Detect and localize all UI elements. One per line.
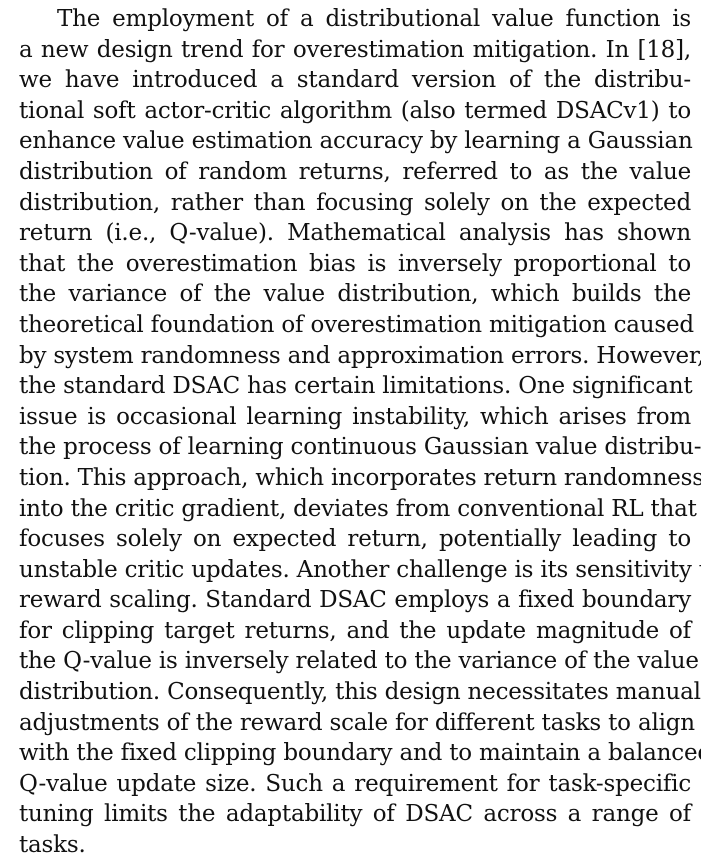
text-line-21: for clipping target returns, and the upd… xyxy=(19,617,691,644)
text-line-27: tuning limits the adaptability of DSAC a… xyxy=(19,801,691,828)
text-line-16: tion. This approach, which incorporates … xyxy=(19,464,701,491)
text-line-15: the process of learning continuous Gauss… xyxy=(19,434,701,461)
text-line-5: enhance value estimation accuracy by lea… xyxy=(19,128,693,155)
text-line-12: by system randomness and approximation e… xyxy=(19,342,701,369)
text-line-20: reward scaling. Standard DSAC employs a … xyxy=(19,587,691,614)
text-line-3: we have introduced a standard version of… xyxy=(19,67,691,94)
text-line-4: tional soft actor-critic algorithm (also… xyxy=(19,97,691,124)
text-line-7: distribution, rather than focusing solel… xyxy=(19,189,691,216)
text-line-24: adjustments of the reward scale for diff… xyxy=(19,709,695,736)
text-line-6: distribution of random returns, referred… xyxy=(19,158,691,185)
text-line-14: issue is occasional learning instability… xyxy=(19,403,691,430)
text-line-13: the standard DSAC has certain limitation… xyxy=(19,373,693,400)
text-line-22: the Q-value is inversely related to the … xyxy=(19,648,699,675)
text-line-9: that the overestimation bias is inversel… xyxy=(19,250,691,277)
text-line-26: Q-value update size. Such a requirement … xyxy=(19,770,691,797)
text-line-18: focuses solely on expected return, poten… xyxy=(19,526,691,553)
text-line-8: return (i.e., Q-value). Mathematical ana… xyxy=(19,220,691,247)
text-line-1: The employment of a distributional value… xyxy=(57,6,691,32)
paper-body: The employment of a distributional value… xyxy=(19,4,701,861)
text-line-23: distribution. Consequently, this design … xyxy=(19,679,701,706)
text-line-11: theoretical foundation of overestimation… xyxy=(19,311,694,338)
paragraph: The employment of a distributional value… xyxy=(19,4,701,861)
text-line-2: a new design trend for overestimation mi… xyxy=(19,36,691,63)
text-line-17: into the critic gradient, deviates from … xyxy=(19,495,697,522)
text-line-10: the variance of the value distribution, … xyxy=(19,281,691,308)
text-line-19: unstable critic updates. Another challen… xyxy=(19,556,701,583)
text-line-25: with the fixed clipping boundary and to … xyxy=(19,740,701,767)
text-line-28: tasks. xyxy=(19,832,86,859)
